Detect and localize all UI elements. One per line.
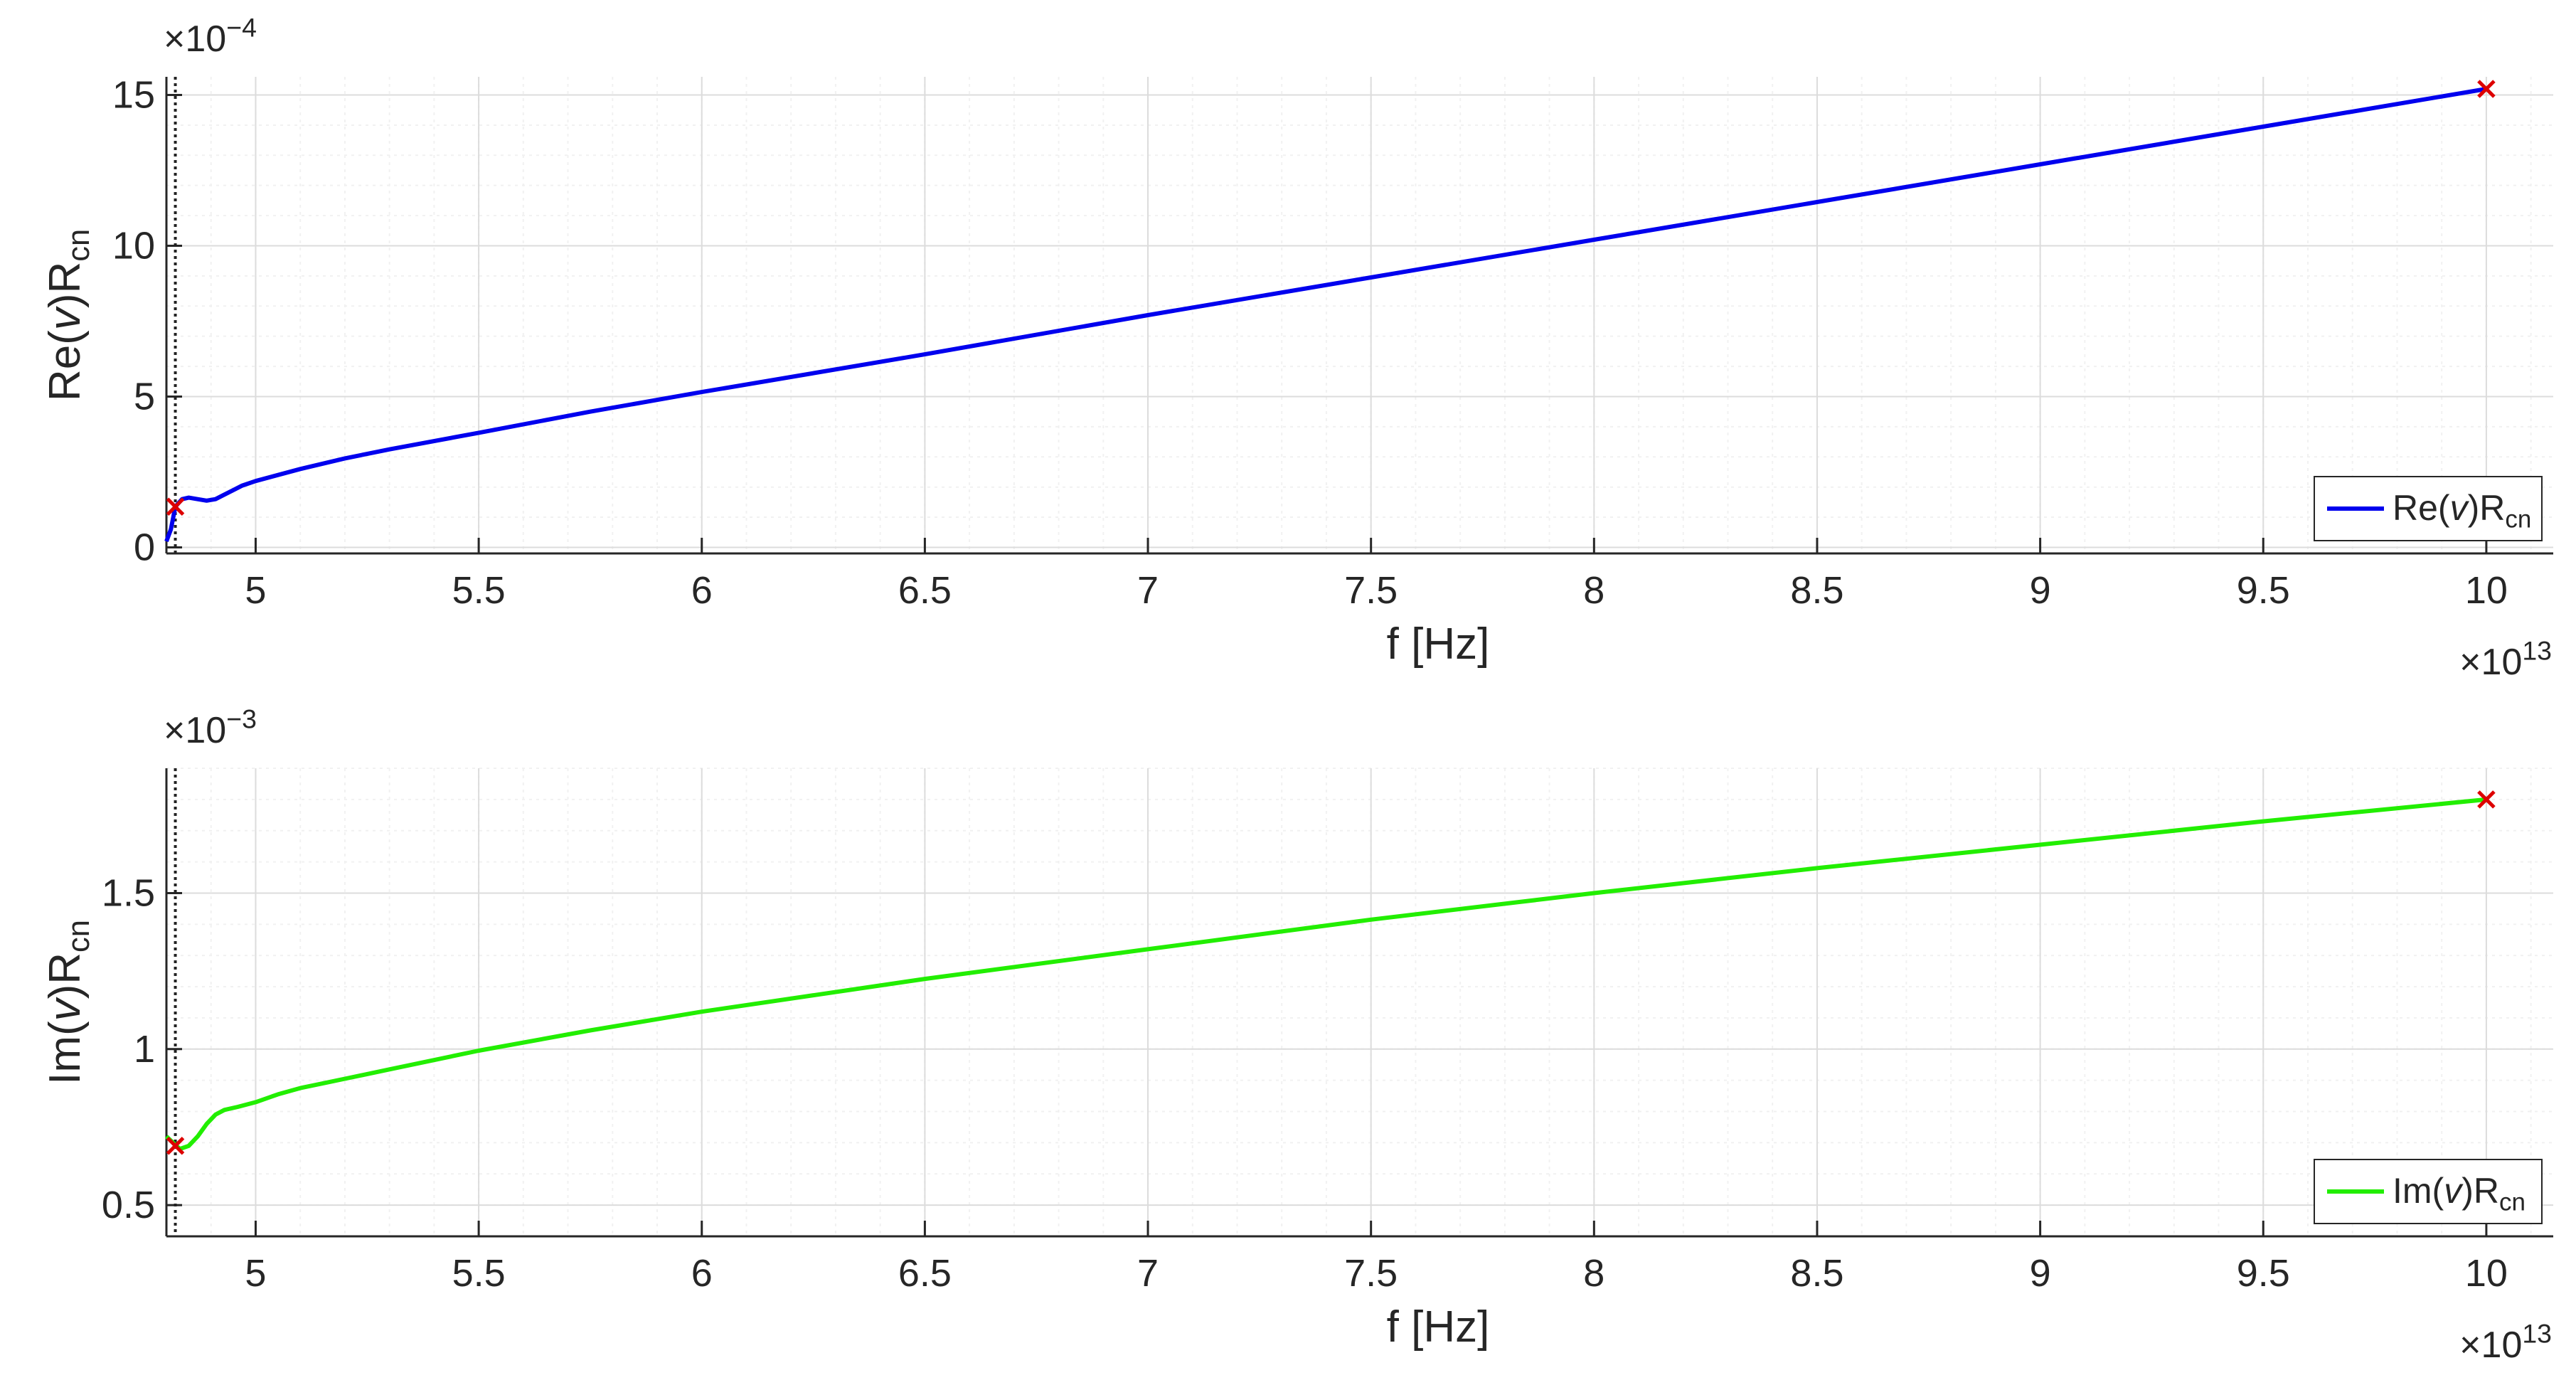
y-tick-label: 0 bbox=[134, 526, 155, 569]
x-tick-label: 10 bbox=[2465, 1252, 2508, 1295]
x-axis-label: f [Hz] bbox=[1387, 620, 1490, 669]
x-exponent-label: ×1013 bbox=[2459, 1318, 2552, 1366]
x-tick-label: 5 bbox=[245, 569, 266, 612]
x-axis-label: f [Hz] bbox=[1387, 1302, 1490, 1352]
major-grid bbox=[166, 77, 2553, 553]
legend: Im(v)Rcn bbox=[2314, 1159, 2543, 1224]
chart-1: 5 5.5 6 6.5 7 7.5 8 8.5 9 9.5 10 0 5 10 15×10−4 ×1013 f … bbox=[41, 12, 2553, 683]
marker-stroke bbox=[166, 1137, 185, 1155]
y-tick-label: 0.5 bbox=[102, 1184, 155, 1226]
series-line bbox=[164, 797, 2487, 1152]
minor-grid bbox=[166, 77, 2553, 553]
x-tick-label: 6.5 bbox=[898, 569, 952, 612]
x-tick-label: 9.5 bbox=[2237, 569, 2290, 612]
marker-x bbox=[2477, 790, 2496, 809]
y-axis-label: Re(v)Rcn bbox=[41, 229, 96, 401]
x-tick-label: 7 bbox=[1137, 1252, 1159, 1295]
y-exponent-label: ×10−3 bbox=[164, 704, 257, 751]
x-tick-label: 6 bbox=[691, 1252, 713, 1295]
x-tick-label: 5.5 bbox=[452, 569, 506, 612]
major-grid bbox=[166, 768, 2553, 1236]
x-tick-label: 8 bbox=[1583, 1252, 1604, 1295]
legend-label: Re(v)Rcn bbox=[2393, 488, 2531, 534]
x-tick-label: 5.5 bbox=[452, 1252, 506, 1295]
y-tick-label: 10 bbox=[112, 224, 155, 267]
x-tick-label: 9.5 bbox=[2237, 1252, 2290, 1295]
x-tick-label: 7.5 bbox=[1344, 569, 1398, 612]
y-tick-label: 15 bbox=[112, 73, 155, 116]
y-tick-label: 5 bbox=[134, 375, 155, 418]
marker-stroke bbox=[166, 497, 185, 516]
y-axis-label: Im(v)Rcn bbox=[41, 920, 96, 1085]
legend: Re(v)Rcn bbox=[2314, 476, 2543, 541]
y-exponent-label: ×10−4 bbox=[164, 12, 257, 60]
x-tick-label: 9 bbox=[2030, 1252, 2051, 1295]
minor-grid bbox=[166, 768, 2553, 1237]
marker-x bbox=[2477, 80, 2496, 98]
y-tick-label: 1 bbox=[134, 1028, 155, 1071]
chart-2: 5 5.5 6 6.5 7 7.5 8 8.5 9 9.5 10 0.5 1 1.5 ×10−3 ×1013 f… bbox=[41, 704, 2553, 1366]
x-tick-label: 8 bbox=[1583, 569, 1604, 612]
series-line bbox=[164, 87, 2487, 543]
y-tick-label: 1.5 bbox=[102, 871, 155, 914]
x-tick-label: 5 bbox=[245, 1252, 266, 1295]
marker-stroke bbox=[2477, 80, 2496, 98]
x-tick-label: 6.5 bbox=[898, 1252, 952, 1295]
x-tick-label: 7 bbox=[1137, 569, 1159, 612]
legend-label: Im(v)Rcn bbox=[2393, 1171, 2526, 1216]
x-tick-label: 8.5 bbox=[1790, 569, 1843, 612]
x-tick-label: 6 bbox=[691, 569, 713, 612]
marker-stroke bbox=[2477, 790, 2496, 809]
marker-x bbox=[166, 1137, 185, 1155]
x-tick-label: 10 bbox=[2465, 569, 2508, 612]
x-tick-label: 9 bbox=[2030, 569, 2051, 612]
marker-x bbox=[166, 497, 185, 516]
x-tick-label: 7.5 bbox=[1344, 1252, 1398, 1295]
x-tick-label: 8.5 bbox=[1790, 1252, 1843, 1295]
x-exponent-label: ×1013 bbox=[2459, 635, 2552, 683]
